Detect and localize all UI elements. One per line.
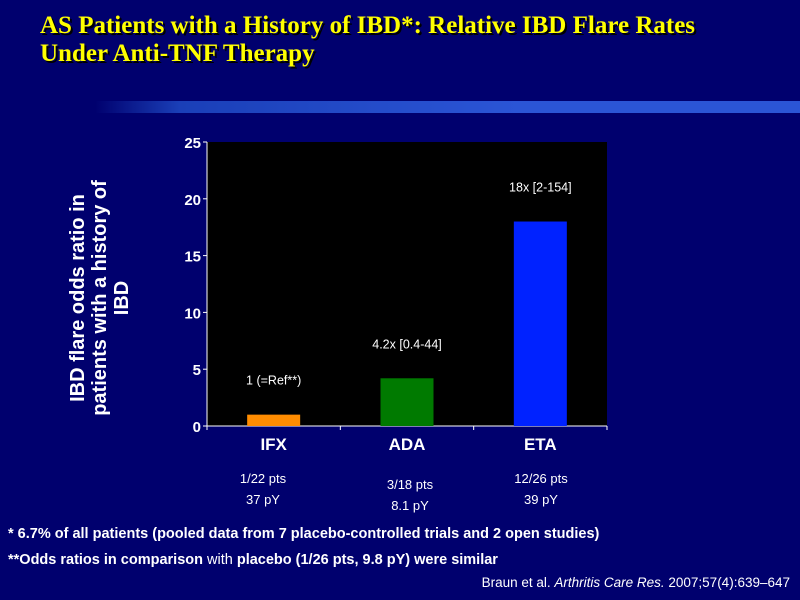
y-tick-label: 25 [184, 135, 201, 152]
subtitle-ifx: 1/22 pts 37 pY [213, 468, 313, 510]
citation-ref: 2007;57(4):639–647 [664, 575, 790, 590]
bar-eta [513, 221, 567, 426]
citation-authors: Braun et al. [481, 575, 555, 590]
citation-journal: Arthritis Care Res. [554, 575, 665, 590]
subtitle-ada-py: 8.1 pY [391, 498, 429, 513]
x-tick-label-ifx: IFX [260, 435, 287, 454]
footnote-2-normal: with [203, 552, 237, 568]
slide-title-line2: Under Anti-TNF Therapy [40, 40, 315, 67]
data-label-ifx: 1 (=Ref**) [246, 374, 301, 388]
subtitle-eta: 12/26 pts 39 pY [491, 468, 591, 510]
footnote-2-bold: **Odds ratios in comparison [8, 552, 203, 568]
subtitle-ada-pts: 3/18 pts [386, 477, 434, 492]
footnote-2: **Odds ratios in comparison with placebo… [8, 552, 498, 568]
y-tick-label: 5 [193, 362, 201, 379]
data-label-ada: 4.2x [0.4-44] [372, 337, 442, 351]
subtitle-eta-py: 39 pY [524, 492, 558, 507]
footnote-2-rest: placebo (1/26 pts, 9.8 pY) were similar [236, 552, 498, 568]
y-tick-label: 0 [193, 419, 201, 436]
title-divider [95, 101, 800, 113]
slide-title-line1: AS Patients with a History of IBD*: Rela… [40, 12, 696, 39]
subtitle-ada: 3/18 pts 8.1 pY [360, 474, 460, 516]
data-label-eta: 18x [2-154] [509, 181, 572, 195]
x-tick-label-eta: ETA [524, 435, 557, 454]
y-tick-label: 10 [184, 305, 201, 322]
footnote-1: * 6.7% of all patients (pooled data from… [8, 526, 600, 542]
bar-ifx [247, 414, 301, 426]
subtitle-ifx-py: 37 pY [246, 492, 280, 507]
y-tick-label: 15 [184, 249, 201, 266]
y-tick-label: 20 [184, 192, 201, 209]
slide-title: AS Patients with a History of IBD*: Rela… [40, 12, 780, 68]
subtitle-eta-pts: 12/26 pts [514, 471, 568, 486]
citation: Braun et al. Arthritis Care Res. 2007;57… [482, 575, 790, 590]
subtitle-ifx-pts: 1/22 pts [239, 471, 287, 486]
x-tick-label-ada: ADA [389, 435, 426, 454]
bar-ada [380, 378, 434, 426]
